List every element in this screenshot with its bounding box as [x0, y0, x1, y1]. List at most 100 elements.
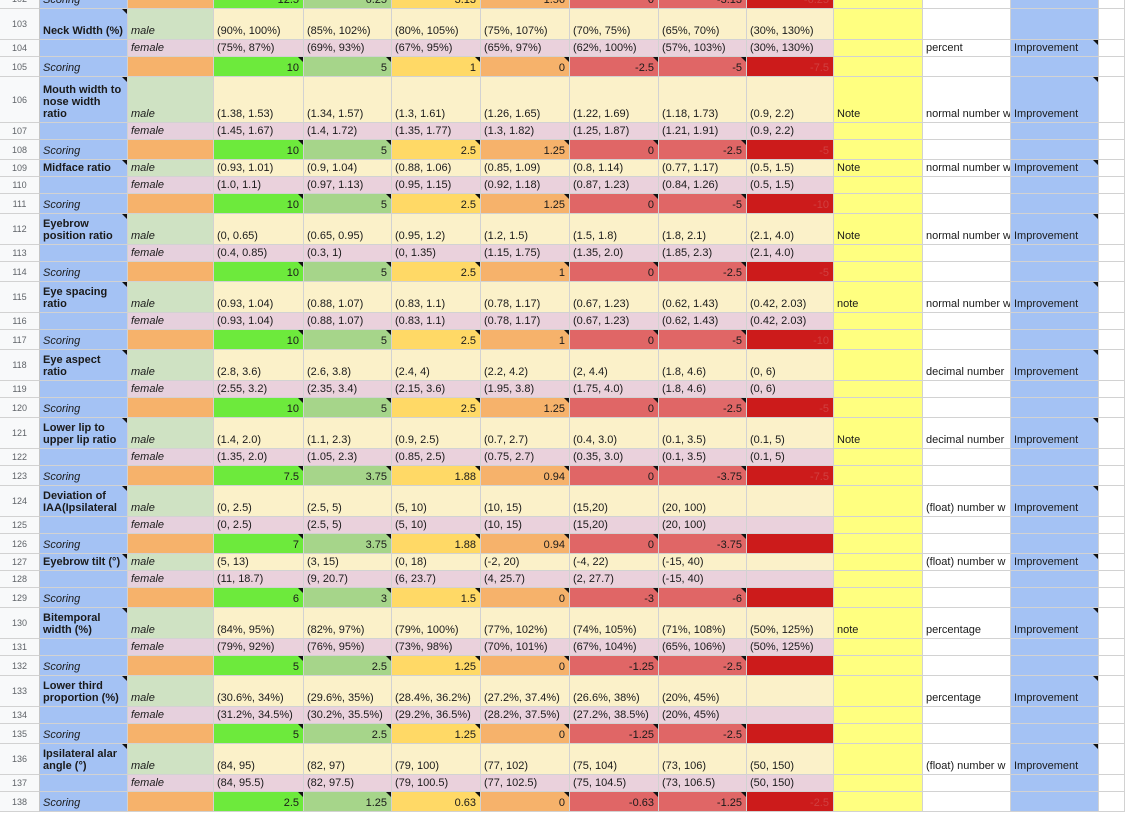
- note-cell[interactable]: [834, 245, 923, 262]
- score-cell[interactable]: 3: [304, 588, 392, 608]
- range-cell[interactable]: (9, 20.7): [304, 571, 392, 588]
- score-cell[interactable]: 10: [214, 330, 304, 350]
- score-cell[interactable]: 2.5: [392, 194, 481, 214]
- metric-name-cell[interactable]: Eye spacing ratio: [40, 282, 128, 313]
- female-gender-cell[interactable]: female: [128, 381, 214, 398]
- range-cell[interactable]: (0.67, 1.23): [570, 313, 659, 330]
- range-cell[interactable]: (80%, 105%): [392, 9, 481, 40]
- range-cell[interactable]: (1.18, 1.73): [659, 77, 747, 123]
- score-cell[interactable]: 2.5: [304, 656, 392, 676]
- female-gender-cell[interactable]: female: [128, 639, 214, 656]
- note-cell[interactable]: [834, 744, 923, 775]
- range-cell[interactable]: (0.1, 3.5): [659, 418, 747, 449]
- range-cell[interactable]: (65%, 97%): [481, 40, 570, 57]
- range-cell[interactable]: (0.88, 1.07): [304, 313, 392, 330]
- score-cell[interactable]: 1.25: [392, 724, 481, 744]
- category-cell[interactable]: [1011, 571, 1099, 588]
- range-cell[interactable]: (1.26, 1.65): [481, 77, 570, 123]
- row-number[interactable]: 128: [0, 571, 40, 588]
- unit-cell[interactable]: [923, 398, 1011, 418]
- unit-cell[interactable]: [923, 517, 1011, 534]
- category-cell[interactable]: [1011, 588, 1099, 608]
- score-cell[interactable]: -6: [659, 588, 747, 608]
- range-cell[interactable]: (28.4%, 36.2%): [392, 676, 481, 707]
- category-cell[interactable]: Improvement: [1011, 77, 1099, 123]
- empty-cell[interactable]: [1099, 40, 1125, 57]
- note-cell[interactable]: [834, 724, 923, 744]
- unit-cell[interactable]: [923, 194, 1011, 214]
- range-cell[interactable]: (0.42, 2.03): [747, 313, 834, 330]
- range-cell[interactable]: (79%, 100%): [392, 608, 481, 639]
- range-cell[interactable]: (75%, 87%): [214, 40, 304, 57]
- range-cell[interactable]: (0.9, 2.2): [747, 123, 834, 140]
- range-cell[interactable]: (77, 102.5): [481, 775, 570, 792]
- scoring-spacer-cell[interactable]: [128, 0, 214, 9]
- unit-cell[interactable]: [923, 775, 1011, 792]
- score-cell[interactable]: [747, 588, 834, 608]
- range-cell[interactable]: (2.15, 3.6): [392, 381, 481, 398]
- range-cell[interactable]: (0.83, 1.1): [392, 282, 481, 313]
- scoring-spacer-cell[interactable]: [128, 330, 214, 350]
- score-cell[interactable]: -5: [659, 330, 747, 350]
- range-cell[interactable]: (20, 100): [659, 486, 747, 517]
- empty-cell[interactable]: [1099, 656, 1125, 676]
- category-cell[interactable]: [1011, 534, 1099, 554]
- range-cell[interactable]: (50, 150): [747, 744, 834, 775]
- score-cell[interactable]: -2.5: [659, 398, 747, 418]
- range-cell[interactable]: [747, 517, 834, 534]
- score-cell[interactable]: 0: [570, 262, 659, 282]
- row-number[interactable]: 106: [0, 77, 40, 123]
- female-gender-cell[interactable]: female: [128, 245, 214, 262]
- range-cell[interactable]: (30%, 130%): [747, 40, 834, 57]
- male-gender-cell[interactable]: male: [128, 744, 214, 775]
- range-cell[interactable]: [747, 571, 834, 588]
- category-cell[interactable]: [1011, 775, 1099, 792]
- score-cell[interactable]: 6: [214, 588, 304, 608]
- range-cell[interactable]: (27.2%, 38.5%): [570, 707, 659, 724]
- category-cell[interactable]: [1011, 381, 1099, 398]
- unit-cell[interactable]: [923, 9, 1011, 40]
- range-cell[interactable]: (30%, 130%): [747, 9, 834, 40]
- unit-cell[interactable]: [923, 534, 1011, 554]
- empty-cell[interactable]: [1099, 214, 1125, 245]
- row-number[interactable]: 138: [0, 792, 40, 812]
- range-cell[interactable]: (1.25, 1.87): [570, 123, 659, 140]
- score-cell[interactable]: -0.63: [570, 792, 659, 812]
- unit-cell[interactable]: [923, 0, 1011, 9]
- score-cell[interactable]: 6.25: [304, 0, 392, 9]
- row-number[interactable]: 115: [0, 282, 40, 313]
- empty-cell[interactable]: [1099, 177, 1125, 194]
- note-cell[interactable]: [834, 656, 923, 676]
- scoring-spacer-cell[interactable]: [128, 262, 214, 282]
- row-number[interactable]: 120: [0, 398, 40, 418]
- unit-cell[interactable]: [923, 449, 1011, 466]
- empty-cell[interactable]: [1099, 588, 1125, 608]
- range-cell[interactable]: (79, 100): [392, 744, 481, 775]
- note-cell[interactable]: note: [834, 282, 923, 313]
- range-cell[interactable]: (20, 100): [659, 517, 747, 534]
- range-cell[interactable]: (-4, 22): [570, 554, 659, 571]
- range-cell[interactable]: (20%, 45%): [659, 707, 747, 724]
- empty-cell[interactable]: [1099, 744, 1125, 775]
- row-number[interactable]: 102: [0, 0, 40, 9]
- note-cell[interactable]: [834, 486, 923, 517]
- score-cell[interactable]: 1: [481, 330, 570, 350]
- row-number[interactable]: 126: [0, 534, 40, 554]
- range-cell[interactable]: (15,20): [570, 486, 659, 517]
- unit-cell[interactable]: [923, 245, 1011, 262]
- score-cell[interactable]: 10: [214, 262, 304, 282]
- range-cell[interactable]: (84%, 95%): [214, 608, 304, 639]
- range-cell[interactable]: (20%, 45%): [659, 676, 747, 707]
- score-cell[interactable]: 7: [214, 534, 304, 554]
- unit-cell[interactable]: [923, 588, 1011, 608]
- score-cell[interactable]: -5: [659, 57, 747, 77]
- scoring-spacer-cell[interactable]: [128, 534, 214, 554]
- unit-cell[interactable]: [923, 262, 1011, 282]
- unit-cell[interactable]: [923, 466, 1011, 486]
- unit-cell[interactable]: [923, 656, 1011, 676]
- scoring-spacer-cell[interactable]: [128, 140, 214, 160]
- range-cell[interactable]: (70%, 75%): [570, 9, 659, 40]
- category-cell[interactable]: [1011, 707, 1099, 724]
- note-cell[interactable]: [834, 40, 923, 57]
- range-cell[interactable]: [747, 486, 834, 517]
